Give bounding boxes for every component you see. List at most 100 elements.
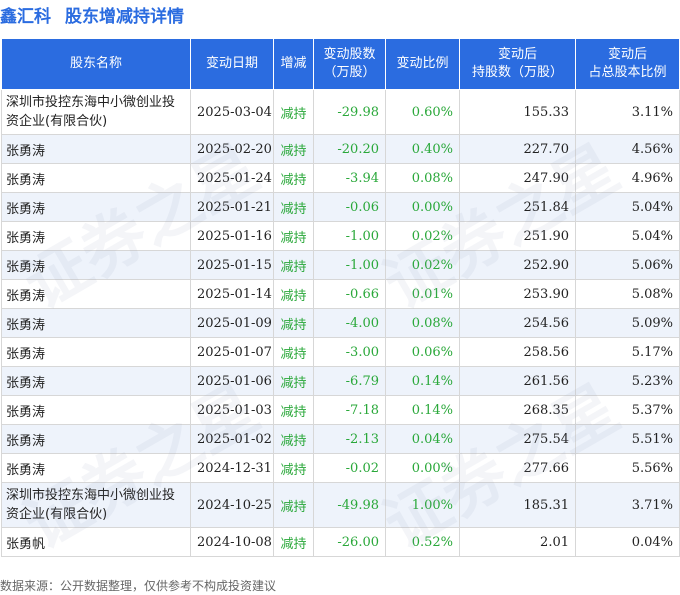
cell-ratio-after: 0.04% xyxy=(575,527,680,557)
page-title: 鑫汇科 股东增减持详情 xyxy=(0,0,184,34)
cell-direction: 减持 xyxy=(273,527,314,557)
cell-shareholder: 张勇涛 xyxy=(1,163,191,193)
cell-change-shares: -2.13 xyxy=(313,424,386,454)
cell-change-ratio: 0.06% xyxy=(385,337,460,367)
cell-change-shares: -0.02 xyxy=(313,453,386,483)
cell-date: 2025-02-20 xyxy=(190,134,274,164)
column-header-text: 变动后 持股数（万股） xyxy=(471,47,563,80)
cell-direction: 减持 xyxy=(273,308,314,338)
table-row: 张勇涛 2025-01-07 减持 -3.00 0.06% 258.56 5.17% xyxy=(1,337,680,367)
cell-direction: 减持 xyxy=(273,279,314,309)
cell-direction: 减持 xyxy=(273,163,314,193)
column-header: 股东名称 xyxy=(1,38,191,90)
column-header: 变动后 占总股本比例 xyxy=(575,38,680,90)
cell-date: 2025-01-02 xyxy=(190,424,274,454)
shareholder-change-table: 股东名称 变动日期 增减 变动股数 （万股） 变动比例 变动后 持股数（万股） … xyxy=(1,38,680,557)
cell-change-ratio: 0.01% xyxy=(385,279,460,309)
cell-ratio-after: 5.17% xyxy=(575,337,680,367)
cell-shareholder: 张勇涛 xyxy=(1,424,191,454)
cell-direction: 减持 xyxy=(273,89,314,135)
cell-ratio-after: 3.71% xyxy=(575,482,680,528)
cell-shareholder: 张勇涛 xyxy=(1,221,191,251)
table-row: 张勇涛 2024-12-31 减持 -0.02 0.00% 277.66 5.56% xyxy=(1,453,680,483)
cell-date: 2025-01-14 xyxy=(190,279,274,309)
cell-change-shares: -26.00 xyxy=(313,527,386,557)
cell-date: 2025-01-09 xyxy=(190,308,274,338)
cell-date: 2025-03-04 xyxy=(190,89,274,135)
column-header: 变动日期 xyxy=(190,38,274,90)
data-source-note: 数据来源：公开数据整理，仅供参考不构成投资建议 xyxy=(0,579,277,593)
cell-holding-after: 253.90 xyxy=(459,279,576,309)
table-row: 张勇涛 2025-01-16 减持 -1.00 0.02% 251.90 5.04% xyxy=(1,221,680,251)
cell-holding-after: 251.84 xyxy=(459,192,576,222)
table-header-row: 股东名称 变动日期 增减 变动股数 （万股） 变动比例 变动后 持股数（万股） … xyxy=(1,38,680,90)
cell-change-shares: -7.18 xyxy=(313,395,386,425)
cell-direction: 减持 xyxy=(273,221,314,251)
cell-shareholder: 张勇涛 xyxy=(1,279,191,309)
cell-holding-after: 247.90 xyxy=(459,163,576,193)
cell-shareholder: 张勇涛 xyxy=(1,192,191,222)
cell-shareholder: 张勇涛 xyxy=(1,250,191,280)
cell-change-ratio: 0.00% xyxy=(385,453,460,483)
cell-change-ratio: 0.00% xyxy=(385,192,460,222)
cell-change-shares: -4.00 xyxy=(313,308,386,338)
table-row: 张勇涛 2025-01-14 减持 -0.66 0.01% 253.90 5.08% xyxy=(1,279,680,309)
table-row: 张勇涛 2025-01-24 减持 -3.94 0.08% 247.90 4.96% xyxy=(1,163,680,193)
cell-date: 2025-01-15 xyxy=(190,250,274,280)
cell-change-ratio: 0.52% xyxy=(385,527,460,557)
cell-shareholder: 张勇涛 xyxy=(1,308,191,338)
cell-change-shares: -3.00 xyxy=(313,337,386,367)
cell-direction: 减持 xyxy=(273,250,314,280)
cell-ratio-after: 5.37% xyxy=(575,395,680,425)
column-header-text: 变动后 占总股本比例 xyxy=(588,47,667,80)
cell-change-ratio: 0.08% xyxy=(385,308,460,338)
cell-shareholder: 深圳市投控东海中小微创业投资企业(有限合伙) xyxy=(1,482,191,528)
cell-ratio-after: 5.06% xyxy=(575,250,680,280)
cell-change-shares: -29.98 xyxy=(313,89,386,135)
column-header: 变动股数 （万股） xyxy=(313,38,386,90)
cell-direction: 减持 xyxy=(273,366,314,396)
cell-change-ratio: 0.14% xyxy=(385,395,460,425)
table-row: 张勇涛 2025-01-09 减持 -4.00 0.08% 254.56 5.09% xyxy=(1,308,680,338)
cell-ratio-after: 5.51% xyxy=(575,424,680,454)
cell-change-ratio: 1.00% xyxy=(385,482,460,528)
cell-shareholder: 张勇涛 xyxy=(1,366,191,396)
cell-date: 2025-01-24 xyxy=(190,163,274,193)
cell-direction: 减持 xyxy=(273,482,314,528)
cell-date: 2025-01-16 xyxy=(190,221,274,251)
cell-holding-after: 251.90 xyxy=(459,221,576,251)
cell-holding-after: 254.56 xyxy=(459,308,576,338)
cell-date: 2024-10-08 xyxy=(190,527,274,557)
table-row: 张勇帆 2024-10-08 减持 -26.00 0.52% 2.01 0.04% xyxy=(1,527,680,557)
cell-date: 2025-01-21 xyxy=(190,192,274,222)
cell-change-ratio: 0.40% xyxy=(385,134,460,164)
cell-holding-after: 268.35 xyxy=(459,395,576,425)
cell-change-shares: -49.98 xyxy=(313,482,386,528)
column-header: 增减 xyxy=(273,38,314,90)
cell-ratio-after: 5.08% xyxy=(575,279,680,309)
cell-direction: 减持 xyxy=(273,395,314,425)
cell-direction: 减持 xyxy=(273,424,314,454)
cell-shareholder: 深圳市投控东海中小微创业投资企业(有限合伙) xyxy=(1,89,191,135)
column-header: 变动比例 xyxy=(385,38,460,90)
cell-date: 2024-12-31 xyxy=(190,453,274,483)
cell-change-shares: -3.94 xyxy=(313,163,386,193)
cell-holding-after: 185.31 xyxy=(459,482,576,528)
cell-change-ratio: 0.04% xyxy=(385,424,460,454)
cell-date: 2025-01-03 xyxy=(190,395,274,425)
cell-shareholder: 张勇帆 xyxy=(1,527,191,557)
cell-holding-after: 261.56 xyxy=(459,366,576,396)
cell-ratio-after: 4.96% xyxy=(575,163,680,193)
column-header: 变动后 持股数（万股） xyxy=(459,38,576,90)
cell-change-ratio: 0.02% xyxy=(385,250,460,280)
stock-name: 鑫汇科 xyxy=(0,7,51,27)
cell-change-shares: -1.00 xyxy=(313,221,386,251)
cell-ratio-after: 3.11% xyxy=(575,89,680,135)
title-text: 股东增减持详情 xyxy=(65,7,184,27)
table-row: 深圳市投控东海中小微创业投资企业(有限合伙) 2024-10-25 减持 -49.98… xyxy=(1,482,680,528)
cell-ratio-after: 5.56% xyxy=(575,453,680,483)
cell-holding-after: 252.90 xyxy=(459,250,576,280)
cell-holding-after: 155.33 xyxy=(459,89,576,135)
cell-shareholder: 张勇涛 xyxy=(1,453,191,483)
cell-change-ratio: 0.14% xyxy=(385,366,460,396)
